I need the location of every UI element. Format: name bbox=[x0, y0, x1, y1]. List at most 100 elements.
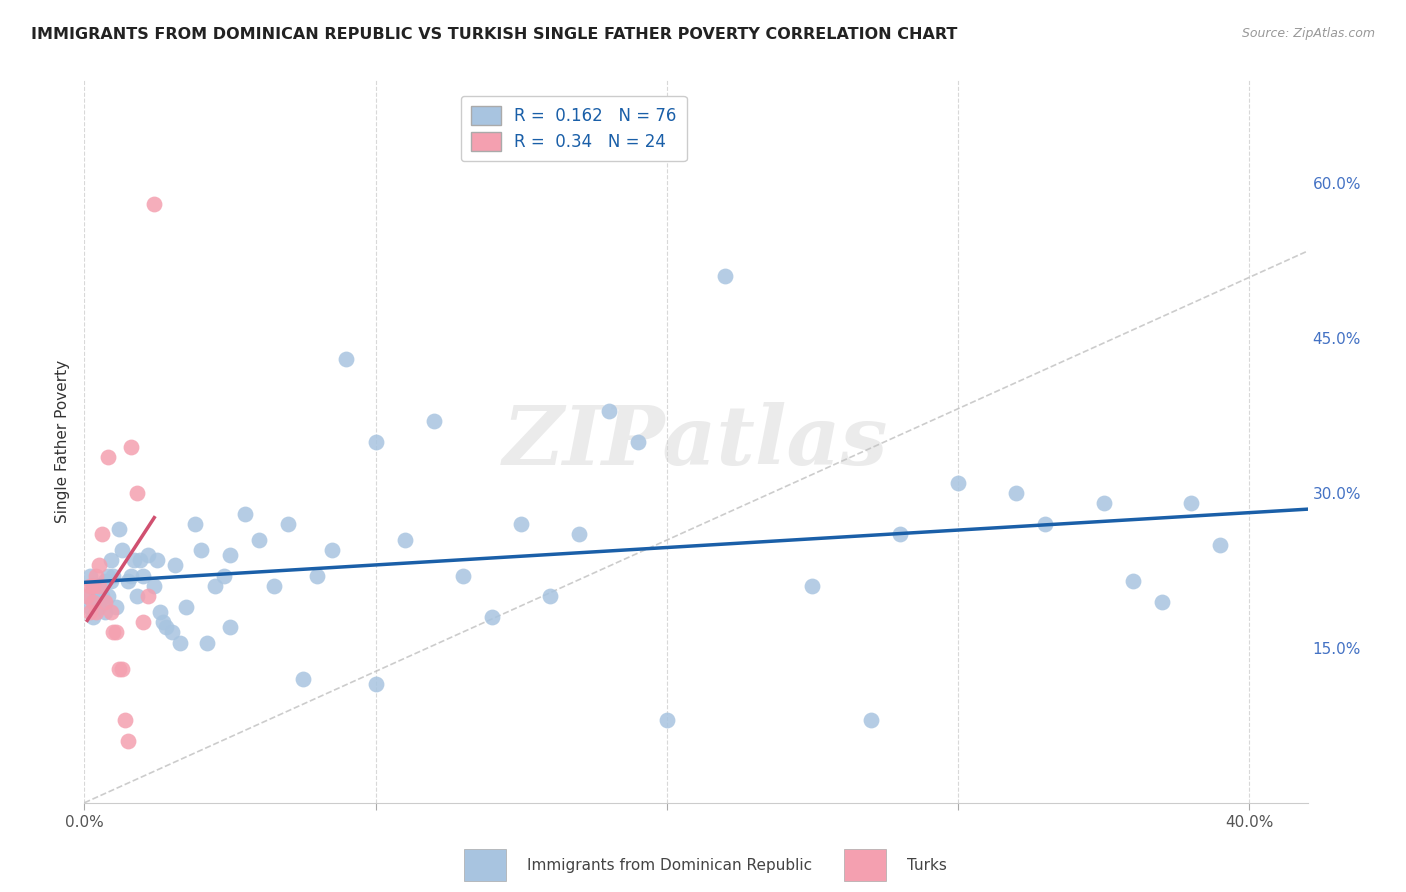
Point bbox=[510, 517, 533, 532]
Point bbox=[655, 713, 678, 727]
Point bbox=[90, 590, 112, 604]
FancyBboxPatch shape bbox=[844, 849, 886, 881]
Point bbox=[152, 615, 174, 630]
Point bbox=[481, 610, 503, 624]
Point bbox=[131, 615, 153, 630]
Point bbox=[105, 599, 128, 614]
Point bbox=[1005, 486, 1028, 500]
Point bbox=[859, 713, 882, 727]
Point bbox=[1122, 574, 1144, 588]
Point bbox=[82, 579, 104, 593]
Point bbox=[143, 197, 166, 211]
Point bbox=[451, 568, 474, 582]
Point bbox=[100, 605, 122, 619]
Text: ZIPatlas: ZIPatlas bbox=[503, 401, 889, 482]
Point bbox=[111, 542, 134, 557]
Point bbox=[212, 568, 235, 582]
Point bbox=[87, 579, 110, 593]
Point bbox=[76, 590, 98, 604]
Text: Immigrants from Dominican Republic: Immigrants from Dominican Republic bbox=[527, 858, 813, 872]
Point bbox=[247, 533, 270, 547]
Point bbox=[169, 636, 191, 650]
Point bbox=[76, 590, 98, 604]
Point bbox=[125, 486, 148, 500]
Point bbox=[1035, 517, 1057, 532]
Point bbox=[801, 579, 824, 593]
Point bbox=[82, 579, 104, 593]
Point bbox=[108, 522, 131, 536]
Point bbox=[79, 605, 101, 619]
Point bbox=[277, 517, 299, 532]
Point bbox=[291, 672, 314, 686]
Point bbox=[82, 594, 104, 608]
Point bbox=[364, 677, 387, 691]
Point bbox=[714, 269, 737, 284]
Point bbox=[568, 527, 591, 541]
Point bbox=[155, 620, 177, 634]
Point bbox=[946, 475, 969, 490]
Point bbox=[84, 590, 107, 604]
Point bbox=[103, 625, 125, 640]
Point bbox=[143, 579, 166, 593]
Point bbox=[219, 548, 242, 562]
Point bbox=[128, 553, 150, 567]
Point bbox=[97, 450, 120, 464]
Point bbox=[90, 527, 112, 541]
Y-axis label: Single Father Poverty: Single Father Poverty bbox=[55, 360, 70, 523]
Point bbox=[79, 579, 101, 593]
Point bbox=[108, 662, 131, 676]
Point bbox=[100, 574, 122, 588]
Point bbox=[105, 625, 128, 640]
Point bbox=[1209, 538, 1232, 552]
Point bbox=[90, 594, 112, 608]
Point bbox=[79, 568, 101, 582]
Point bbox=[1150, 594, 1173, 608]
Point bbox=[321, 542, 343, 557]
Point bbox=[87, 558, 110, 573]
Point bbox=[120, 568, 142, 582]
Point bbox=[233, 507, 256, 521]
Point bbox=[263, 579, 285, 593]
Point bbox=[163, 558, 186, 573]
Point bbox=[1092, 496, 1115, 510]
Point bbox=[190, 542, 212, 557]
Point bbox=[598, 403, 620, 417]
Point bbox=[174, 599, 197, 614]
Point bbox=[195, 636, 218, 650]
Point bbox=[100, 553, 122, 567]
Point bbox=[84, 568, 107, 582]
Point bbox=[82, 610, 104, 624]
Point bbox=[204, 579, 226, 593]
Point bbox=[149, 605, 172, 619]
Point bbox=[87, 599, 110, 614]
Point bbox=[93, 574, 115, 588]
Point bbox=[97, 568, 120, 582]
Point bbox=[627, 434, 650, 449]
Point bbox=[103, 568, 125, 582]
Point bbox=[307, 568, 329, 582]
Legend: R =  0.162   N = 76, R =  0.34   N = 24: R = 0.162 N = 76, R = 0.34 N = 24 bbox=[461, 95, 686, 161]
Point bbox=[125, 590, 148, 604]
Point bbox=[146, 553, 169, 567]
Point bbox=[114, 713, 136, 727]
FancyBboxPatch shape bbox=[464, 849, 506, 881]
Point bbox=[219, 620, 242, 634]
Text: Turks: Turks bbox=[907, 858, 946, 872]
Point bbox=[131, 568, 153, 582]
Point bbox=[138, 548, 160, 562]
Point bbox=[120, 440, 142, 454]
Point bbox=[394, 533, 416, 547]
Text: Source: ZipAtlas.com: Source: ZipAtlas.com bbox=[1241, 27, 1375, 40]
Point bbox=[138, 590, 160, 604]
Point bbox=[79, 599, 101, 614]
Point bbox=[1180, 496, 1202, 510]
Point bbox=[93, 594, 115, 608]
Point bbox=[160, 625, 183, 640]
Point bbox=[122, 553, 145, 567]
Point bbox=[84, 605, 107, 619]
Point bbox=[93, 605, 115, 619]
Point bbox=[335, 351, 357, 366]
Text: IMMIGRANTS FROM DOMINICAN REPUBLIC VS TURKISH SINGLE FATHER POVERTY CORRELATION : IMMIGRANTS FROM DOMINICAN REPUBLIC VS TU… bbox=[31, 27, 957, 42]
Point bbox=[97, 590, 120, 604]
Point bbox=[117, 734, 139, 748]
